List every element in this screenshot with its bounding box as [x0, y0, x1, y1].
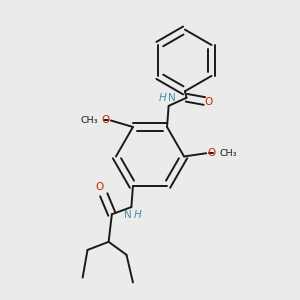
Text: H: H [133, 210, 141, 220]
Text: N: N [168, 93, 176, 103]
Text: O: O [208, 148, 216, 158]
Text: O: O [204, 97, 212, 107]
Text: O: O [101, 115, 109, 125]
Text: CH₃: CH₃ [220, 149, 237, 158]
Text: H: H [159, 93, 167, 103]
Text: O: O [96, 182, 104, 191]
Text: CH₃: CH₃ [80, 116, 98, 125]
Text: N: N [124, 210, 132, 220]
